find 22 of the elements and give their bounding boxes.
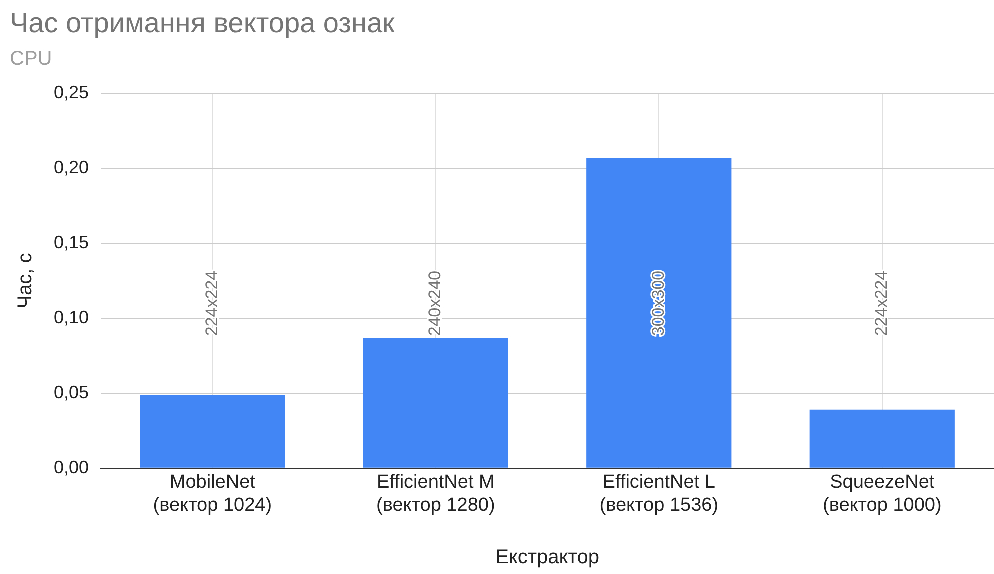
annotation: 300x300 [648, 270, 668, 336]
y-tick-label: 0,00 [54, 457, 90, 478]
y-tick-label: 0,10 [54, 307, 90, 328]
bar [363, 338, 508, 468]
x-tick-label: MobileNet (вектор 1024) [153, 472, 272, 516]
y-axis-title: Час, с [14, 253, 37, 309]
y-tick-label: 0,05 [54, 382, 90, 402]
annotation: 240x240 [426, 270, 445, 336]
chart-subtitle: CPU [10, 48, 52, 70]
bar [586, 158, 732, 468]
chart-title: Час отримання вектора ознак [10, 8, 396, 39]
y-tick-label: 0,20 [54, 158, 90, 178]
y-tick-label: 0,15 [54, 232, 90, 252]
annotation: 224x224 [872, 270, 892, 336]
bar [810, 410, 955, 468]
annotation: 224x224 [202, 270, 222, 336]
x-tick-label: SqueezeNet (вектор 1000) [822, 472, 942, 516]
x-tick-label: EfficientNet L (вектор 1536) [600, 472, 719, 516]
x-axis-title: Екстрактор [496, 546, 600, 569]
y-tick-label: 0,25 [54, 82, 90, 103]
bar [140, 394, 286, 468]
x-tick-label: EfficientNet M (вектор 1280) [376, 472, 496, 516]
